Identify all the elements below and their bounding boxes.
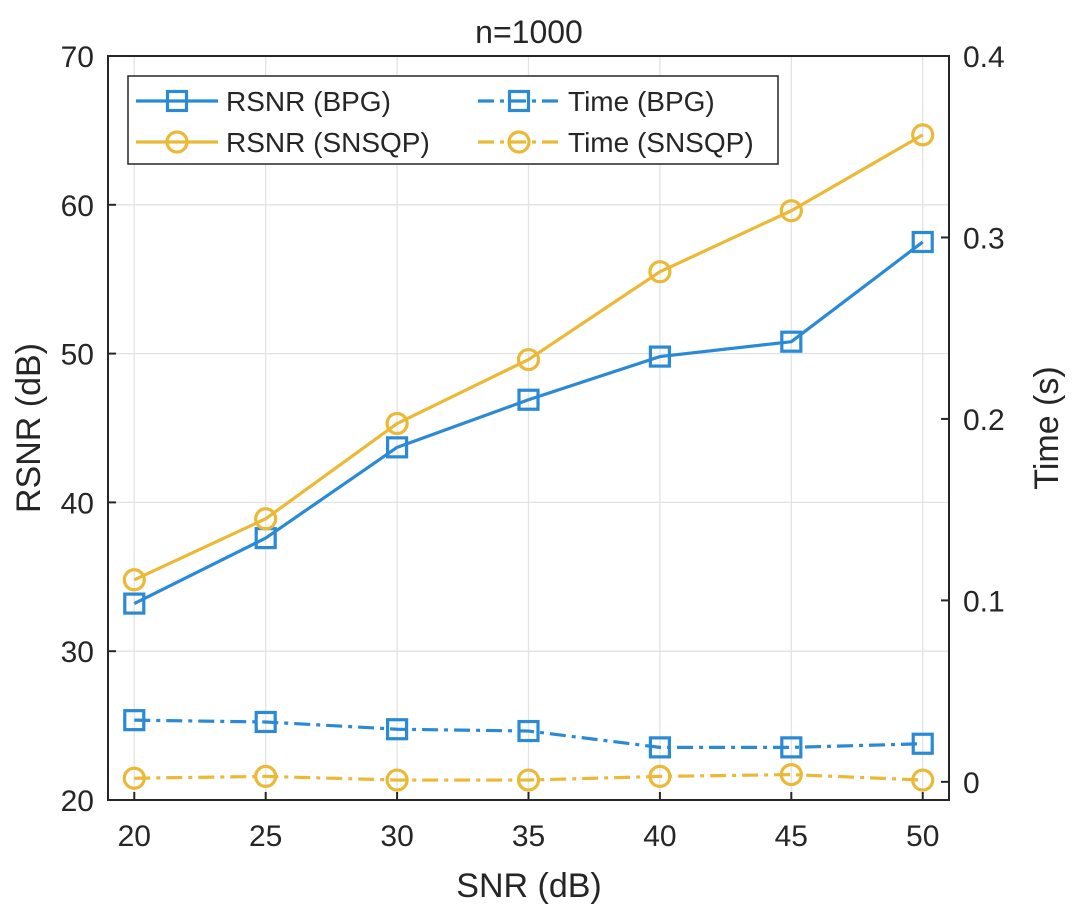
data-point-rsnr-snsqp	[779, 199, 803, 223]
data-point-time-snsqp	[516, 768, 541, 792]
data-point-rsnr-bpg	[780, 330, 803, 353]
chart-title: n=1000	[475, 14, 583, 50]
series-line-time-snsqp	[134, 772, 923, 782]
data-point-time-bpg	[780, 736, 803, 759]
legend-label-rsnr-snsqp: RSNR (SNSQP)	[226, 127, 430, 158]
data-point-time-bpg	[517, 719, 540, 743]
y-tick-label: 20	[61, 785, 94, 818]
legend-box	[127, 75, 779, 165]
y-tick-label: 50	[61, 339, 94, 372]
data-point-rsnr-snsqp	[648, 260, 672, 284]
y2-tick-label: 0.1	[963, 585, 1005, 618]
legend-marker-time-bpg	[507, 89, 531, 113]
legend-label-rsnr-bpg: RSNR (BPG)	[226, 86, 391, 117]
y2-tick-label: 0.3	[963, 222, 1005, 255]
y2-tick-label: 0.4	[963, 41, 1005, 74]
legend-marker-time-snsqp	[507, 130, 531, 154]
data-point-rsnr-snsqp	[911, 123, 935, 147]
data-point-time-bpg	[123, 709, 146, 732]
data-point-time-snsqp	[254, 764, 278, 789]
x-tick-label: 45	[775, 820, 808, 853]
y-tick-label: 40	[61, 487, 94, 520]
x-axis-label: SNR (dB)	[456, 867, 601, 905]
data-point-rsnr-snsqp	[516, 347, 541, 372]
legend-marker-rsnr-bpg	[165, 89, 189, 113]
data-point-time-snsqp	[911, 768, 935, 792]
legend-marker-rsnr-snsqp	[165, 130, 189, 154]
series-layer	[122, 123, 935, 792]
y2-tick-label: 0	[963, 767, 980, 800]
y2-tick-label: 0.2	[963, 404, 1005, 437]
data-point-rsnr-bpg	[517, 388, 540, 411]
data-point-time-snsqp	[779, 762, 803, 787]
y-tick-label: 60	[61, 190, 94, 223]
data-point-rsnr-bpg	[648, 345, 672, 368]
legend-label-time-snsqp: Time (SNSQP)	[568, 127, 754, 158]
grid	[108, 55, 949, 801]
legend-label-time-bpg: Time (BPG)	[568, 86, 715, 117]
series-line-time-bpg	[134, 718, 923, 749]
data-point-time-snsqp	[648, 764, 672, 789]
y-tick-label: 70	[61, 41, 94, 74]
x-tick-label: 25	[249, 820, 282, 853]
data-point-rsnr-bpg	[385, 436, 409, 459]
data-point-rsnr-bpg	[123, 592, 146, 615]
series-line-rsnr-bpg	[133, 240, 924, 606]
data-point-rsnr-snsqp	[122, 568, 146, 592]
data-point-time-snsqp	[385, 768, 409, 792]
x-tick-label: 40	[643, 820, 676, 853]
data-point-time-bpg	[385, 718, 409, 741]
data-point-rsnr-snsqp	[254, 507, 278, 531]
data-point-time-bpg	[911, 732, 934, 755]
data-point-rsnr-bpg	[911, 230, 934, 254]
x-tick-label: 20	[118, 820, 151, 853]
axes: 20 25 30 35 40 45 50 20 30 40 50 60 70 0 0.1 0.2 0.3 0.4	[61, 41, 1005, 853]
series-line-rsnr-snsqp	[133, 133, 924, 582]
data-point-rsnr-snsqp	[385, 411, 409, 436]
x-tick-label: 35	[512, 820, 545, 853]
y2-axis-label: Time (s)	[1028, 366, 1066, 489]
legend: RSNR (BPG) Time (BPG) RSNR (SNSQP) Time (SN…	[127, 75, 779, 165]
x-tick-label: 30	[380, 820, 413, 853]
data-point-time-snsqp	[122, 766, 146, 790]
y-axis-label: RSNR (dB)	[10, 343, 48, 513]
data-point-time-bpg	[648, 736, 672, 759]
x-tick-label: 50	[906, 820, 939, 853]
data-point-time-bpg	[254, 710, 277, 734]
y-tick-label: 30	[61, 636, 94, 669]
